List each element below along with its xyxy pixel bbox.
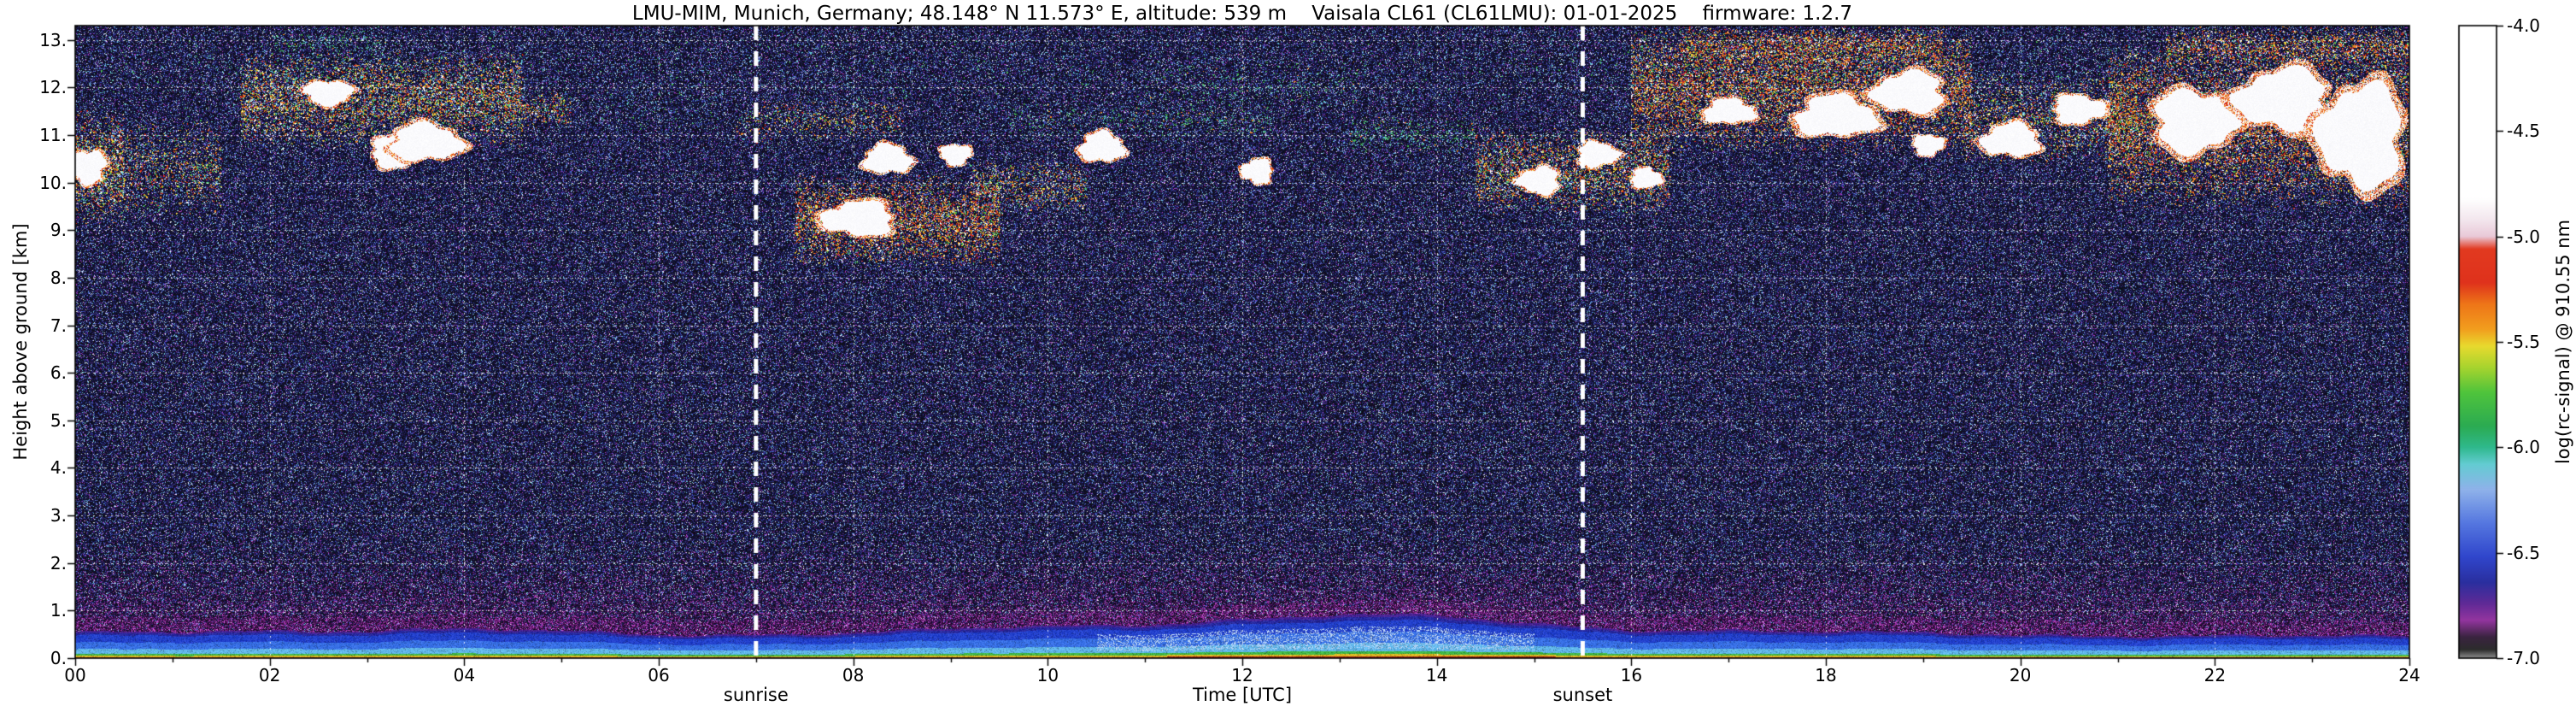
x-tick-label: 04	[453, 665, 476, 685]
x-tick-label: 00	[64, 665, 86, 685]
colorbar-tick-label: -6.5	[2507, 542, 2541, 563]
plot-title: LMU-MIM, Munich, Germany; 48.148° N 11.5…	[631, 3, 1853, 25]
y-tick-label: 1.	[50, 600, 67, 621]
sunrise-annotation: sunrise	[723, 685, 789, 705]
y-tick-label: 10.	[39, 172, 67, 193]
x-tick-label: 18	[1815, 665, 1837, 685]
y-tick-label: 8.	[50, 267, 67, 288]
x-tick-label: 06	[648, 665, 670, 685]
y-tick-label: 13.	[39, 29, 67, 50]
colorbar-tick-label: -5.0	[2507, 226, 2541, 247]
colorbar-tick-label: -4.5	[2507, 121, 2541, 142]
colorbar-tick-label: -4.0	[2507, 15, 2541, 36]
y-tick-label: 0.	[50, 648, 67, 668]
y-tick-label: 2.	[50, 552, 67, 574]
x-tick-label: 12	[1231, 665, 1253, 685]
x-tick-label: 10	[1036, 665, 1059, 685]
x-tick-label: 02	[258, 665, 281, 685]
y-tick-label: 11.	[39, 124, 67, 145]
y-tick-label: 5.	[50, 409, 67, 431]
x-tick-label: 24	[2398, 665, 2421, 685]
x-tick-label: 20	[2009, 665, 2032, 685]
y-tick-label: 7.	[50, 315, 67, 336]
x-tick-label: 22	[2203, 665, 2227, 685]
colorbar-tick-label: -7.0	[2507, 648, 2541, 668]
x-tick-label: 08	[842, 665, 865, 685]
y-tick-label: 9.	[50, 220, 67, 241]
y-tick-label: 3.	[50, 505, 67, 527]
colorbar-tick-label: -5.5	[2507, 332, 2541, 352]
x-tick-label: 14	[1425, 665, 1448, 685]
x-axis-label: Time [UTC]	[1192, 685, 1293, 705]
y-tick-label: 12.	[39, 77, 67, 98]
colorbar-tick-label: -6.0	[2507, 437, 2541, 458]
y-tick-label: 6.	[50, 362, 67, 384]
x-tick-label: 16	[1620, 665, 1643, 685]
sunset-annotation: sunset	[1552, 685, 1613, 705]
y-tick-label: 4.	[50, 457, 67, 479]
